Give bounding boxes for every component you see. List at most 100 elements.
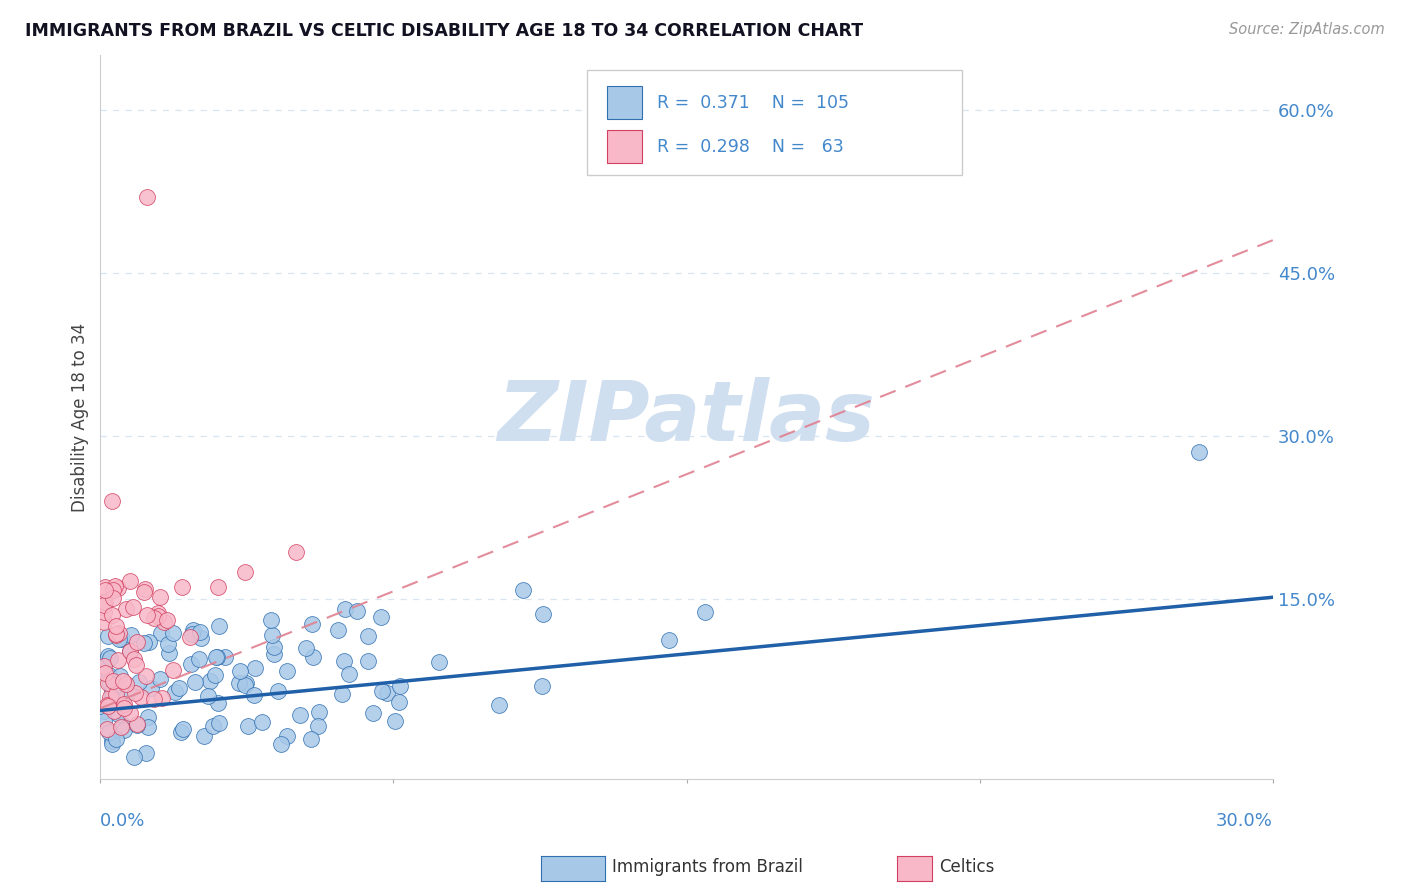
Point [228,675,250,690]
Point [233,678,256,692]
Point [233,566,256,580]
Point [181,623,204,637]
Point [135,746,157,760]
Point [110,720,132,734]
Point [197,689,219,703]
Point [118,706,141,720]
Point [96,675,118,690]
Point [125,657,148,672]
Point [101,690,124,704]
Point [142,610,165,624]
Point [204,667,226,681]
Point [105,627,128,641]
Point [208,716,231,731]
Point [167,681,190,695]
Point [136,189,159,203]
Point [98,725,121,739]
Point [229,664,252,678]
Point [276,729,298,743]
Point [104,687,127,701]
Point [93,605,115,619]
Point [157,647,180,661]
Point [94,580,117,594]
Text: R =  0.371    N =  105: R = 0.371 N = 105 [657,94,849,112]
Point [330,687,353,701]
Point [170,580,193,594]
Point [361,706,384,721]
Point [172,723,194,737]
Point [112,723,135,737]
Text: R =  0.298    N =   63: R = 0.298 N = 63 [657,137,844,155]
Point [118,684,141,698]
Point [101,737,124,751]
Point [110,632,132,647]
Point [105,628,128,642]
Point [122,600,145,615]
Point [96,629,118,643]
Point [107,626,129,640]
Point [346,604,368,618]
Point [98,676,121,690]
Text: Celtics: Celtics [939,858,994,876]
Point [155,614,177,628]
Point [136,710,159,724]
Point [337,667,360,681]
Text: Immigrants from Brazil: Immigrants from Brazil [612,858,803,876]
Point [326,623,349,637]
Point [179,630,201,644]
Point [148,590,170,604]
Point [101,734,124,748]
Point [162,664,184,678]
Point [243,688,266,702]
Point [162,626,184,640]
Point [243,661,266,675]
Point [115,676,138,690]
Text: IMMIGRANTS FROM BRAZIL VS CELTIC DISABILITY AGE 18 TO 34 CORRELATION CHART: IMMIGRANTS FROM BRAZIL VS CELTIC DISABIL… [25,22,863,40]
Point [270,737,292,751]
Point [198,673,221,688]
FancyBboxPatch shape [586,70,962,175]
Point [108,669,131,683]
Point [235,676,257,690]
Point [127,718,149,732]
Point [170,725,193,739]
Point [107,582,129,596]
Point [308,705,330,719]
Point [97,668,120,682]
Point [188,651,211,665]
Point [94,582,117,597]
Point [153,615,176,630]
Point [299,732,322,747]
Point [302,649,325,664]
Point [150,690,173,705]
Point [96,722,118,736]
Point [262,628,284,642]
Point [112,697,135,711]
Point [93,615,115,630]
Point [276,664,298,678]
Point [93,705,115,719]
Point [263,640,285,654]
Point [120,574,142,589]
Point [370,684,392,698]
Point [136,720,159,734]
Point [100,607,122,622]
Point [143,692,166,706]
Point [488,698,510,712]
Point [129,690,152,705]
Point [388,680,411,694]
Point [98,690,121,704]
Point [294,640,316,655]
Point [375,686,398,700]
Point [301,616,323,631]
Point [658,632,681,647]
Point [104,579,127,593]
Point [118,644,141,658]
Point [93,659,115,673]
Point [333,601,356,615]
Point [250,714,273,729]
Point [132,636,155,650]
Point [101,494,124,508]
Point [333,654,356,668]
Point [260,613,283,627]
